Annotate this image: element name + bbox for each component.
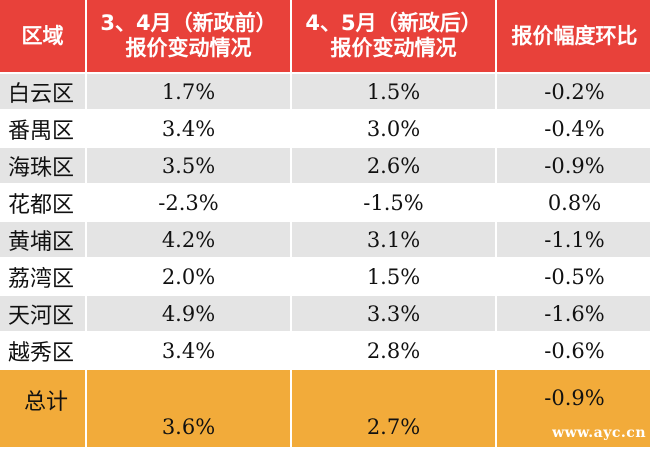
- table-row-after: 1.5%: [292, 259, 495, 294]
- header-change-ratio: 报价幅度环比: [497, 0, 650, 72]
- total-change: -0.9%: [497, 370, 650, 447]
- table-row-after: 2.8%: [292, 333, 495, 368]
- table-row-before: -2.3%: [87, 185, 290, 220]
- table-row-change: -0.5%: [497, 259, 650, 294]
- table-row-change: 0.8%: [497, 185, 650, 220]
- table-row-before: 1.7%: [87, 74, 290, 109]
- table-row-region: 白云区: [0, 74, 85, 109]
- watermark: www.ayc.cn: [552, 425, 646, 441]
- table-row-region: 黄埔区: [0, 222, 85, 257]
- header-after-policy: 4、5月（新政后） 报价变动情况: [292, 0, 495, 72]
- table-row-after: 3.3%: [292, 296, 495, 331]
- table-row-before: 4.2%: [87, 222, 290, 257]
- table-row-after: 2.6%: [292, 148, 495, 183]
- total-before: 3.6%: [87, 370, 290, 447]
- header-region: 区域: [0, 0, 85, 72]
- table-row-change: -0.2%: [497, 74, 650, 109]
- table-row-region: 花都区: [0, 185, 85, 220]
- table-row-change: -0.4%: [497, 111, 650, 146]
- table-row-before: 2.0%: [87, 259, 290, 294]
- table-row-after: 3.1%: [292, 222, 495, 257]
- header-region-label: 区域: [21, 23, 64, 48]
- table-row-region: 荔湾区: [0, 259, 85, 294]
- total-label: 总计: [0, 370, 85, 447]
- table-row-after: -1.5%: [292, 185, 495, 220]
- table-row-region: 天河区: [0, 296, 85, 331]
- header-change-label: 报价幅度环比: [511, 23, 638, 48]
- table-row-change: -1.1%: [497, 222, 650, 257]
- total-after: 2.7%: [292, 370, 495, 447]
- header-before-policy: 3、4月（新政前） 报价变动情况: [87, 0, 290, 72]
- table-row-region: 海珠区: [0, 148, 85, 183]
- table-row-before: 3.4%: [87, 333, 290, 368]
- table-row-before: 3.4%: [87, 111, 290, 146]
- header-after-line2: 报价变动情况: [330, 36, 457, 60]
- table-row-before: 3.5%: [87, 148, 290, 183]
- header-before-line1: 3、4月（新政前）: [100, 11, 277, 35]
- table-row-after: 3.0%: [292, 111, 495, 146]
- table-row-region: 越秀区: [0, 333, 85, 368]
- table-row-change: -1.6%: [497, 296, 650, 331]
- table-row-after: 1.5%: [292, 74, 495, 109]
- table-row-change: -0.9%: [497, 148, 650, 183]
- table-row-before: 4.9%: [87, 296, 290, 331]
- table-row-region: 番禺区: [0, 111, 85, 146]
- header-before-line2: 报价变动情况: [125, 36, 252, 60]
- table-row-change: -0.6%: [497, 333, 650, 368]
- header-after-line1: 4、5月（新政后）: [305, 11, 482, 35]
